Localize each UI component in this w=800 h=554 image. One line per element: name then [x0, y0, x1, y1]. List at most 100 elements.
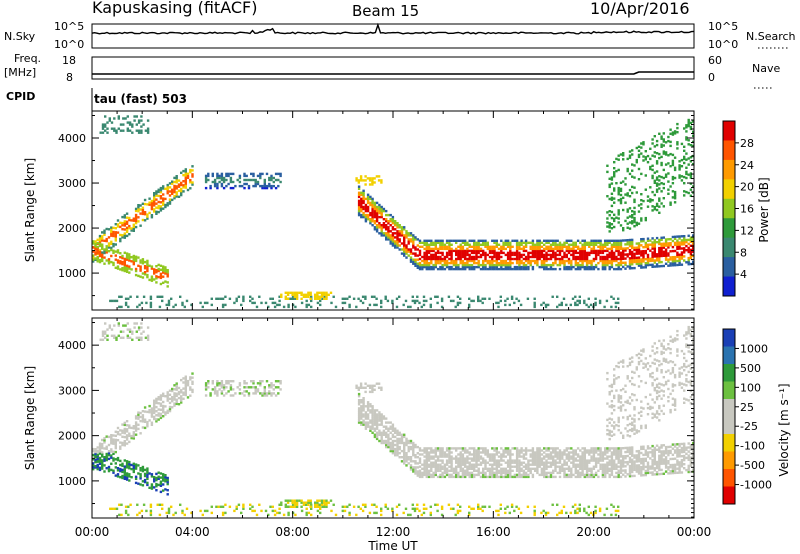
- echo-cell: [121, 474, 124, 478]
- echo-cell: [692, 441, 695, 445]
- echo-cell: [637, 452, 641, 455]
- echo-cell: [583, 449, 586, 452]
- echo-cell: [522, 469, 526, 472]
- echo-cell: [651, 444, 654, 448]
- echo-cell: [430, 267, 433, 271]
- echo-cell: [631, 149, 634, 152]
- echo-cell: [538, 241, 541, 244]
- echo-cell: [189, 168, 192, 172]
- echo-cell: [164, 197, 167, 201]
- echo-cell: [529, 449, 532, 452]
- echo-cell: [610, 261, 614, 265]
- echo-cell: [103, 229, 106, 232]
- echo-cell: [366, 401, 370, 404]
- echo-cell: [687, 157, 690, 160]
- echo-cell: [159, 268, 163, 271]
- echo-cell: [157, 398, 160, 401]
- echo-cell: [380, 413, 383, 416]
- echo-cell: [416, 258, 419, 261]
- echo-cell: [570, 467, 573, 470]
- echo-cell: [547, 449, 550, 452]
- echo-cell: [180, 397, 183, 400]
- echo-cell: [357, 179, 360, 182]
- echo-cell: [130, 229, 133, 232]
- echo-cell: [500, 459, 503, 462]
- echo-cell: [640, 193, 643, 196]
- echo-cell: [495, 469, 498, 472]
- echo-cell: [164, 411, 167, 414]
- echo-cell: [576, 469, 580, 472]
- echo-cell: [261, 184, 264, 188]
- echo-cell: [579, 457, 582, 460]
- echo-cell: [400, 456, 404, 459]
- echo-cell: [676, 447, 679, 450]
- echo-cell: [646, 469, 650, 472]
- echo-cell: [635, 468, 638, 471]
- echo-cell: [455, 475, 458, 479]
- echo-cell: [680, 459, 684, 462]
- echo-cell: [180, 191, 183, 195]
- echo-cell: [155, 420, 158, 423]
- echo-cell: [558, 243, 562, 246]
- echo-cell: [574, 459, 577, 462]
- echo-cell: [556, 461, 559, 464]
- echo-cell: [448, 459, 451, 462]
- echo-cell: [375, 431, 379, 434]
- echo-cell: [522, 449, 526, 452]
- echo-cell: [114, 442, 117, 446]
- echo-cell: [189, 181, 192, 184]
- echo-cell: [117, 127, 120, 130]
- echo-cell: [157, 414, 160, 417]
- echo-cell: [689, 262, 693, 266]
- echo-cell: [692, 246, 695, 249]
- echo-cell: [130, 436, 133, 440]
- echo-cell: [116, 231, 120, 234]
- echo-cell: [375, 207, 379, 211]
- echo-cell: [409, 439, 413, 443]
- echo-cell: [570, 461, 573, 464]
- echo-cell: [590, 451, 593, 454]
- echo-cell: [94, 460, 97, 464]
- echo-cell: [506, 463, 510, 466]
- echo-cell: [175, 382, 178, 385]
- echo-cell: [153, 210, 156, 213]
- echo-cell: [658, 458, 661, 461]
- echo-cell: [416, 456, 419, 459]
- echo-cell: [585, 253, 589, 257]
- echo-cell: [574, 457, 577, 460]
- echo-cell: [484, 447, 487, 450]
- echo-cell: [500, 259, 503, 263]
- echo-cell: [599, 245, 602, 248]
- echo-cell: [549, 471, 553, 475]
- echo-cell: [121, 215, 124, 219]
- echo-cell: [115, 129, 118, 132]
- echo-cell: [692, 163, 695, 166]
- echo-cell: [644, 174, 647, 177]
- echo-cell: [145, 301, 148, 305]
- echo-cell: [184, 174, 187, 177]
- echo-cell: [378, 423, 381, 426]
- echo-cell: [581, 457, 584, 460]
- echo-cell: [608, 247, 611, 251]
- echo-cell: [488, 265, 492, 269]
- echo-cell: [189, 187, 192, 190]
- echo-cell: [387, 228, 390, 231]
- echo-cell: [461, 459, 465, 462]
- echo-cell: [669, 463, 672, 467]
- echo-cell: [689, 254, 693, 258]
- echo-cell: [470, 475, 474, 479]
- echo-cell: [452, 299, 455, 303]
- echo-cell: [515, 449, 519, 452]
- echo-cell: [186, 396, 190, 399]
- echo-cell: [316, 295, 319, 298]
- echo-cell: [107, 250, 111, 253]
- echo-cell: [549, 239, 553, 242]
- echo-cell: [556, 447, 559, 450]
- echo-cell: [140, 119, 143, 122]
- echo-cell: [421, 265, 424, 269]
- echo-cell: [385, 228, 388, 231]
- echo-cell: [680, 463, 684, 466]
- echo-cell: [382, 431, 386, 434]
- echo-cell: [673, 249, 677, 253]
- echo-cell: [423, 261, 426, 265]
